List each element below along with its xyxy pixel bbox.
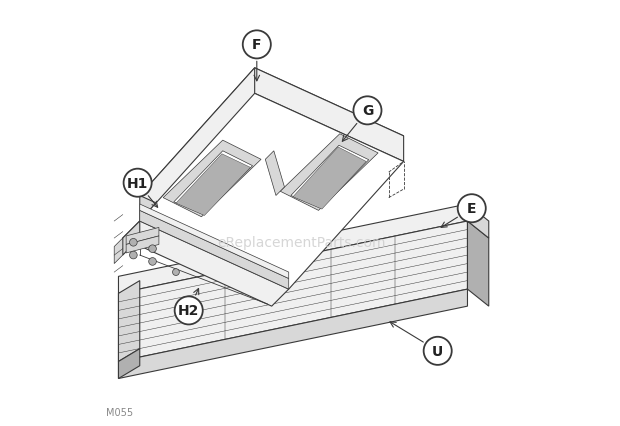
Polygon shape — [123, 222, 140, 256]
Polygon shape — [118, 349, 140, 379]
Polygon shape — [118, 281, 140, 362]
Text: M055: M055 — [105, 407, 133, 417]
Text: H1: H1 — [127, 176, 148, 190]
Polygon shape — [118, 204, 467, 294]
Circle shape — [175, 296, 203, 325]
Text: E: E — [467, 202, 477, 216]
Circle shape — [423, 337, 452, 365]
Text: G: G — [362, 104, 373, 118]
Circle shape — [149, 258, 156, 266]
Polygon shape — [126, 228, 159, 245]
Circle shape — [172, 269, 179, 276]
Polygon shape — [123, 222, 289, 306]
Polygon shape — [140, 69, 404, 264]
Circle shape — [130, 252, 137, 259]
Polygon shape — [265, 151, 285, 196]
Polygon shape — [140, 69, 255, 222]
Polygon shape — [118, 289, 467, 379]
Polygon shape — [118, 222, 467, 362]
Text: F: F — [252, 38, 262, 52]
Polygon shape — [467, 222, 489, 306]
Circle shape — [458, 195, 486, 223]
Polygon shape — [126, 236, 159, 253]
Polygon shape — [280, 135, 378, 211]
Polygon shape — [114, 239, 123, 264]
Polygon shape — [140, 94, 404, 289]
Polygon shape — [174, 151, 252, 215]
Polygon shape — [176, 154, 250, 216]
Polygon shape — [467, 204, 489, 239]
Text: eReplacementParts.com: eReplacementParts.com — [217, 236, 386, 250]
Circle shape — [353, 97, 381, 125]
Polygon shape — [255, 69, 404, 162]
Polygon shape — [163, 141, 261, 217]
Circle shape — [149, 245, 156, 253]
Polygon shape — [291, 146, 369, 209]
Circle shape — [123, 169, 152, 197]
Polygon shape — [140, 204, 289, 279]
Text: U: U — [432, 344, 443, 358]
Polygon shape — [140, 211, 289, 289]
Circle shape — [243, 31, 271, 59]
Text: H2: H2 — [178, 304, 200, 318]
Polygon shape — [293, 148, 366, 210]
Circle shape — [130, 239, 137, 247]
